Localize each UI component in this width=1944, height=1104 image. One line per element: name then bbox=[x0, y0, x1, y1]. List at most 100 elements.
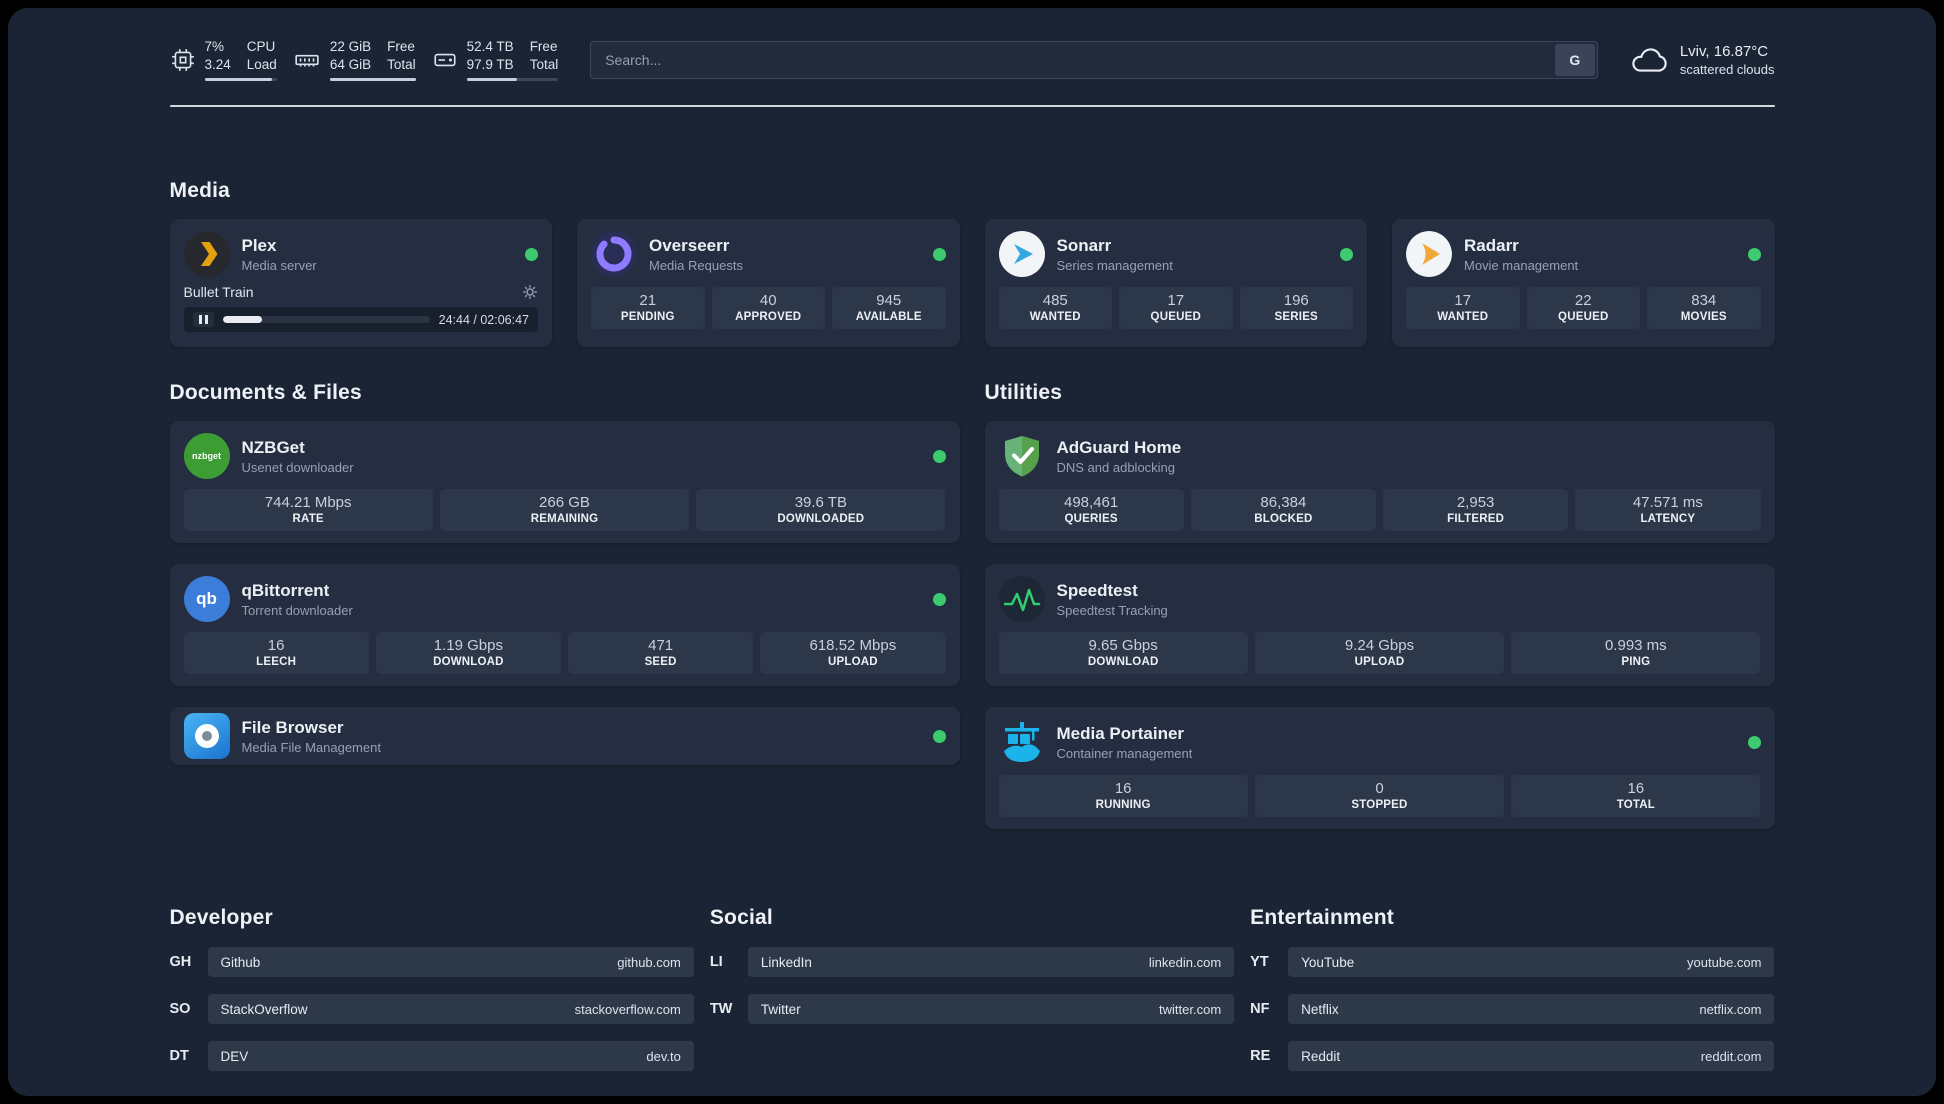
plex-card[interactable]: Plex Media server Bullet Train 24:44 / 0… bbox=[169, 219, 552, 348]
bookmark-abbr: TW bbox=[709, 1001, 733, 1018]
stat-tile: 498,461 QUERIES bbox=[998, 489, 1184, 532]
stat-tile: 47.571 ms LATENCY bbox=[1575, 489, 1761, 532]
stat-tile: 17 WANTED bbox=[1406, 287, 1520, 330]
section-entertainment: Entertainment YT YouTube youtube.com NF … bbox=[1250, 906, 1775, 1072]
app-name: Overseerr bbox=[649, 235, 730, 255]
stat-tile: 22 QUEUED bbox=[1526, 287, 1640, 330]
status-dot bbox=[525, 247, 538, 261]
app-name: Media Portainer bbox=[1056, 723, 1185, 743]
stat-tile: 945 AVAILABLE bbox=[832, 287, 946, 330]
entertainment-section-title: Entertainment bbox=[1250, 906, 1394, 930]
radarr-card[interactable]: Radarr Movie management 17 WANTED 22 QUE… bbox=[1392, 219, 1775, 348]
stat-tile: 9.65 Gbps DOWNLOAD bbox=[998, 632, 1248, 675]
bookmark-row: YT YouTube youtube.com bbox=[1250, 947, 1775, 978]
search-bar: G bbox=[590, 40, 1598, 79]
bookmark-row: LI LinkedIn linkedin.com bbox=[709, 947, 1235, 978]
bookmark-link-twitter[interactable]: Twitter twitter.com bbox=[747, 994, 1235, 1025]
cpu-usage-bar bbox=[204, 78, 277, 82]
app-name: AdGuard Home bbox=[1056, 437, 1182, 457]
bookmark-row: DT DEV dev.to bbox=[169, 1041, 694, 1072]
stat-tile: 1.19 Gbps DOWNLOAD bbox=[375, 632, 561, 675]
section-utilities: Utilities AdGuard Home DNS and adblockin… bbox=[984, 381, 1775, 850]
header-divider bbox=[169, 105, 1775, 108]
stat-tile: 2,953 FILTERED bbox=[1383, 489, 1569, 532]
bookmark-link-reddit[interactable]: Reddit reddit.com bbox=[1288, 1041, 1775, 1072]
adguard-icon bbox=[999, 433, 1045, 479]
bookmark-row: TW Twitter twitter.com bbox=[709, 994, 1235, 1025]
app-name: Sonarr bbox=[1056, 235, 1112, 255]
stat-tile: 40 APPROVED bbox=[711, 287, 825, 330]
stat-tile: 86,384 BLOCKED bbox=[1190, 489, 1376, 532]
search-engine-button[interactable]: G bbox=[1554, 43, 1595, 76]
app-desc: Container management bbox=[1056, 745, 1193, 761]
bookmark-abbr: NF bbox=[1250, 1001, 1270, 1018]
bookmark-abbr: DT bbox=[169, 1048, 189, 1065]
disk-icon bbox=[434, 53, 456, 66]
app-name: NZBGet bbox=[241, 437, 305, 457]
radarr-icon bbox=[1406, 231, 1452, 278]
app-desc: Speedtest Tracking bbox=[1056, 602, 1168, 618]
media-section-title: Media bbox=[169, 179, 231, 203]
section-developer: Developer GH Github github.com SO StackO… bbox=[169, 906, 694, 1072]
stat-tile: 471 SEED bbox=[568, 632, 754, 675]
app-desc: Media server bbox=[241, 257, 317, 273]
utilities-section-title: Utilities bbox=[984, 381, 1063, 405]
app-name: Plex bbox=[241, 235, 277, 255]
status-dot bbox=[932, 449, 946, 463]
bookmark-abbr: SO bbox=[169, 1001, 191, 1018]
search-input[interactable] bbox=[590, 40, 1598, 79]
top-bar: 7% 3.24 CPU Load bbox=[170, 8, 1775, 82]
app-name: File Browser bbox=[241, 717, 344, 737]
cloud-icon bbox=[1632, 47, 1667, 72]
speedtest-icon bbox=[998, 576, 1045, 623]
pause-button[interactable] bbox=[192, 312, 214, 328]
stat-tile: 744.21 Mbps RATE bbox=[183, 489, 433, 532]
bookmark-link-github[interactable]: Github github.com bbox=[207, 947, 694, 978]
weather-condition: scattered clouds bbox=[1679, 61, 1775, 77]
section-documents: Documents & Files nzbget NZBGet Usenet d… bbox=[169, 381, 960, 850]
stat-tile: 16 LEECH bbox=[183, 632, 369, 675]
playback-time: 24:44 / 02:06:47 bbox=[438, 312, 529, 327]
section-social: Social LI LinkedIn linkedin.com TW Twitt… bbox=[709, 906, 1235, 1071]
nzbget-card[interactable]: nzbget NZBGet Usenet downloader 744.21 M… bbox=[169, 421, 960, 544]
bookmark-abbr: LI bbox=[709, 954, 723, 971]
portainer-card[interactable]: Media Portainer Container management 16 … bbox=[984, 707, 1775, 830]
speedtest-card[interactable]: Speedtest Speedtest Tracking 9.65 Gbps D… bbox=[984, 564, 1775, 687]
app-desc: Media Requests bbox=[649, 257, 743, 273]
bookmark-link-dev[interactable]: DEV dev.to bbox=[207, 1041, 694, 1072]
bookmark-link-youtube[interactable]: YouTube youtube.com bbox=[1288, 947, 1775, 978]
status-dot bbox=[1747, 247, 1761, 261]
stat-tile: 618.52 Mbps UPLOAD bbox=[760, 632, 946, 675]
adguard-card[interactable]: AdGuard Home DNS and adblocking 498,461 … bbox=[984, 421, 1775, 544]
overseerr-card[interactable]: Overseerr Media Requests 21 PENDING 40 A… bbox=[577, 219, 960, 348]
stat-tile: 16 TOTAL bbox=[1511, 775, 1761, 818]
cpu-labels: CPU Load bbox=[246, 39, 277, 72]
cpu-values: 7% 3.24 bbox=[204, 39, 231, 72]
documents-section-title: Documents & Files bbox=[169, 381, 362, 405]
filebrowser-card[interactable]: File Browser Media File Management bbox=[169, 707, 960, 766]
stat-tile: 0.993 ms PING bbox=[1511, 632, 1761, 675]
app-name: Speedtest bbox=[1056, 580, 1138, 600]
bookmark-row: SO StackOverflow stackoverflow.com bbox=[169, 994, 694, 1025]
bookmark-link-netflix[interactable]: Netflix netflix.com bbox=[1288, 994, 1775, 1025]
bookmark-abbr: GH bbox=[169, 954, 192, 971]
ram-usage-bar bbox=[329, 78, 416, 82]
stat-tile: 196 SERIES bbox=[1239, 287, 1353, 330]
sonarr-card[interactable]: Sonarr Series management 485 WANTED 17 Q… bbox=[984, 219, 1367, 348]
disk-widget: 52.4 TB 97.9 TB Free Total bbox=[432, 38, 559, 82]
stat-tile: 9.24 Gbps UPLOAD bbox=[1254, 632, 1505, 675]
disk-values: 52.4 TB 97.9 TB bbox=[466, 39, 514, 72]
portainer-icon bbox=[999, 719, 1045, 765]
stat-tile: 21 PENDING bbox=[591, 287, 705, 330]
app-window: 7% 3.24 CPU Load bbox=[8, 8, 1936, 1096]
status-dot bbox=[1340, 247, 1353, 261]
stat-tile: 16 RUNNING bbox=[998, 775, 1248, 818]
bookmark-link-linkedin[interactable]: LinkedIn linkedin.com bbox=[747, 947, 1235, 978]
stat-tile: 0 STOPPED bbox=[1254, 775, 1505, 818]
system-stats: 7% 3.24 CPU Load bbox=[170, 38, 559, 82]
bookmark-link-stackoverflow[interactable]: StackOverflow stackoverflow.com bbox=[207, 994, 694, 1025]
stat-tile: 834 MOVIES bbox=[1647, 287, 1761, 330]
gear-icon[interactable] bbox=[522, 284, 538, 300]
qbittorrent-card[interactable]: qb qBittorrent Torrent downloader 16 LEE… bbox=[169, 564, 960, 687]
seek-bar[interactable] bbox=[222, 316, 430, 324]
